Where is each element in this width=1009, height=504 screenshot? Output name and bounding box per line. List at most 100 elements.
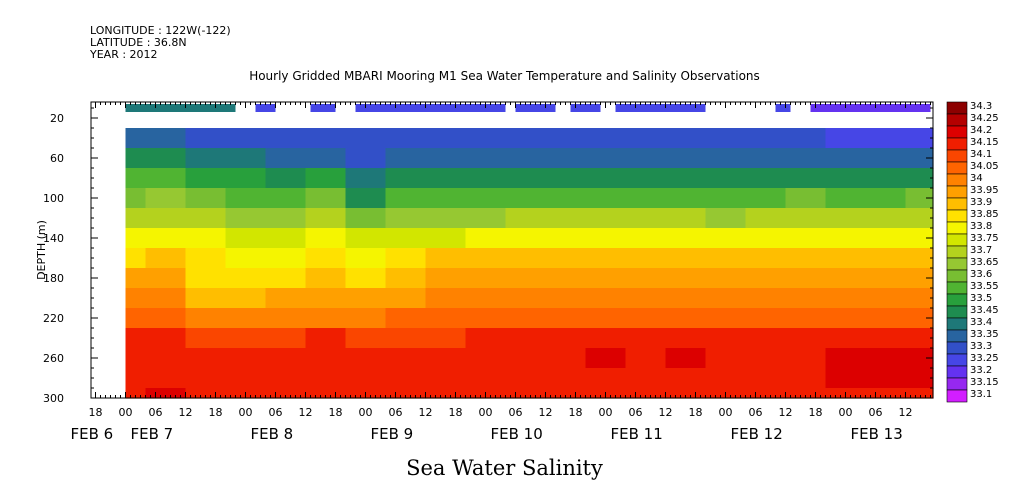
legend-swatch [946,233,968,247]
legend-label: 33.1 [970,389,992,400]
heatmap-cell [505,208,547,229]
legend-label: 34.2 [970,125,992,136]
heatmap-cell [625,288,667,309]
heatmap-cell [905,128,934,149]
x-date-label: FEB 11 [611,425,663,443]
heatmap-cell [345,268,387,289]
legend-swatch [946,269,968,283]
heatmap-cell [125,128,147,149]
heatmap-cell [225,308,267,329]
heatmap-cell [185,228,227,249]
heatmap-cell [585,268,627,289]
legend-swatch [946,149,968,163]
heatmap-cell [185,308,227,329]
heatmap-cell [385,248,427,269]
heatmap-cell [145,388,187,399]
plot-field [125,128,934,399]
year-label: YEAR : 2012 [90,48,158,61]
x-tick-label: 12 [419,406,433,419]
heatmap-cell [185,128,227,149]
heatmap-cell [705,368,747,389]
heatmap-cell [745,328,787,349]
y-tick-label: 300 [43,392,64,405]
heatmap-cell [745,188,787,209]
heatmap-cell [145,288,187,309]
x-tick-label: 12 [779,406,793,419]
surface-bar [775,104,791,112]
heatmap-cell [225,248,267,269]
heatmap-cell [145,368,187,389]
heatmap-cell [545,208,587,229]
y-tick-label: 220 [43,312,64,325]
x-tick-label: 00 [479,406,493,419]
color-legend: 34.334.2534.234.1534.134.053433.9533.933… [946,101,999,403]
heatmap-cell [145,128,187,149]
y-tick-label: 260 [43,352,64,365]
x-tick-label: 00 [359,406,373,419]
heatmap-cell [825,368,867,389]
heatmap-cell [905,308,934,329]
heatmap-cell [545,328,587,349]
heatmap-cell [185,388,227,399]
heatmap-cell [465,148,507,169]
heatmap-cell [345,368,387,389]
legend-swatch [946,185,968,199]
heatmap-cell [505,348,547,369]
heatmap-cell [385,328,427,349]
heatmap-cell [785,388,827,399]
x-tick-label: 18 [449,406,463,419]
x-date-label: FEB 13 [851,425,903,443]
heatmap-cell [305,308,347,329]
legend-swatch [946,281,968,295]
plot-frame [90,101,934,399]
heatmap-cell [385,288,427,309]
heatmap-cell [505,388,547,399]
heatmap-cell [825,148,867,169]
heatmap-cell [425,248,467,269]
x-tick-label: 06 [269,406,283,419]
x-tick-label: 18 [89,406,103,419]
heatmap-cell [865,188,907,209]
heatmap-cell [665,248,707,269]
heatmap-cell [545,148,587,169]
x-tick-label: 18 [329,406,343,419]
heatmap-cell [705,248,747,269]
heatmap-cell [305,208,347,229]
heatmap-cell [585,188,627,209]
heatmap-cell [825,348,867,369]
heatmap-cell [545,248,587,269]
legend-swatch [946,341,968,355]
legend-swatch [946,329,968,343]
heatmap-cell [145,348,187,369]
heatmap-cell [145,208,187,229]
heatmap-cell [865,268,907,289]
heatmap-cell [585,288,627,309]
heatmap-cell [705,208,747,229]
heatmap-cell [585,248,627,269]
heatmap-cell [745,128,787,149]
legend-swatch [946,197,968,211]
x-tick-label: 06 [749,406,763,419]
heatmap-cell [465,368,507,389]
heatmap-cell [825,208,867,229]
legend-label: 33.25 [970,353,999,364]
heatmap-cell [305,168,347,189]
legend-label: 34.1 [970,149,992,160]
heatmap-cell [385,208,427,229]
heatmap-cell [125,188,147,209]
x-tick-label: 18 [569,406,583,419]
heatmap-cell [745,348,787,369]
heatmap-cell [185,208,227,229]
legend-swatch [946,161,968,175]
heatmap-cell [705,328,747,349]
heatmap-cell [265,328,307,349]
heatmap-cell [825,268,867,289]
legend-swatch [946,317,968,331]
x-tick-label: 00 [119,406,133,419]
heatmap-cell [185,348,227,369]
heatmap-cell [265,228,307,249]
heatmap-cell [665,188,707,209]
latitude-label: LATITUDE : 36.8N [90,36,187,49]
legend-label: 33.9 [970,197,992,208]
heatmap-cell [665,288,707,309]
